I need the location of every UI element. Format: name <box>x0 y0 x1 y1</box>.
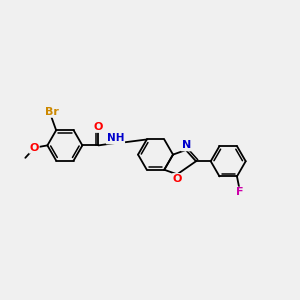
Text: F: F <box>236 188 243 197</box>
Text: NH: NH <box>107 134 124 143</box>
Text: O: O <box>29 143 39 153</box>
Text: O: O <box>93 122 103 132</box>
Text: Br: Br <box>45 107 58 117</box>
Text: N: N <box>182 140 191 150</box>
Text: O: O <box>173 174 182 184</box>
